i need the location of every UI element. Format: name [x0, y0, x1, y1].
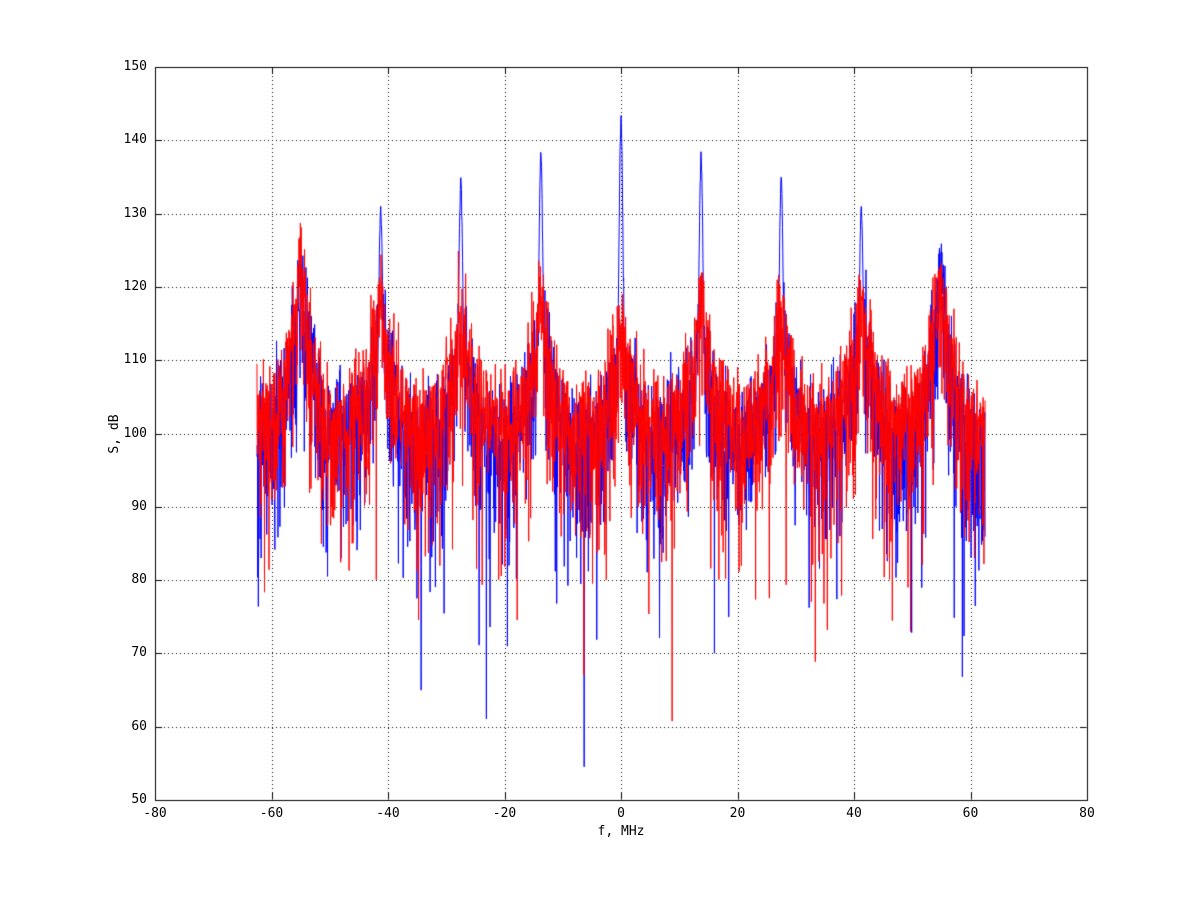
x-axis-label: f, MHz — [597, 824, 645, 839]
x-tick-label: 80 — [1079, 806, 1095, 821]
y-tick-label: 50 — [131, 792, 147, 807]
x-tick-label: -60 — [259, 806, 284, 821]
x-tick-label: 40 — [846, 806, 862, 821]
x-tick-label: -40 — [376, 806, 400, 821]
y-tick-label: 60 — [131, 718, 147, 734]
y-tick-label: 150 — [123, 59, 147, 74]
x-tick-label: 0 — [617, 806, 625, 821]
x-tick-label: -20 — [492, 806, 517, 821]
y-tick-label: 120 — [123, 278, 147, 294]
y-tick-label: 80 — [131, 572, 147, 588]
x-tick-label: 60 — [962, 806, 979, 821]
y-tick-label: 70 — [131, 645, 147, 661]
y-tick-label: 130 — [123, 205, 147, 221]
y-tick-label: 110 — [123, 352, 147, 368]
x-tick-label: -80 — [143, 806, 167, 821]
x-tick-label: 20 — [729, 806, 746, 821]
y-tick-label: 100 — [123, 425, 147, 441]
y-axis-label: S, dB — [107, 413, 122, 454]
y-tick-label: 140 — [123, 132, 147, 148]
y-tick-label: 90 — [131, 498, 147, 514]
